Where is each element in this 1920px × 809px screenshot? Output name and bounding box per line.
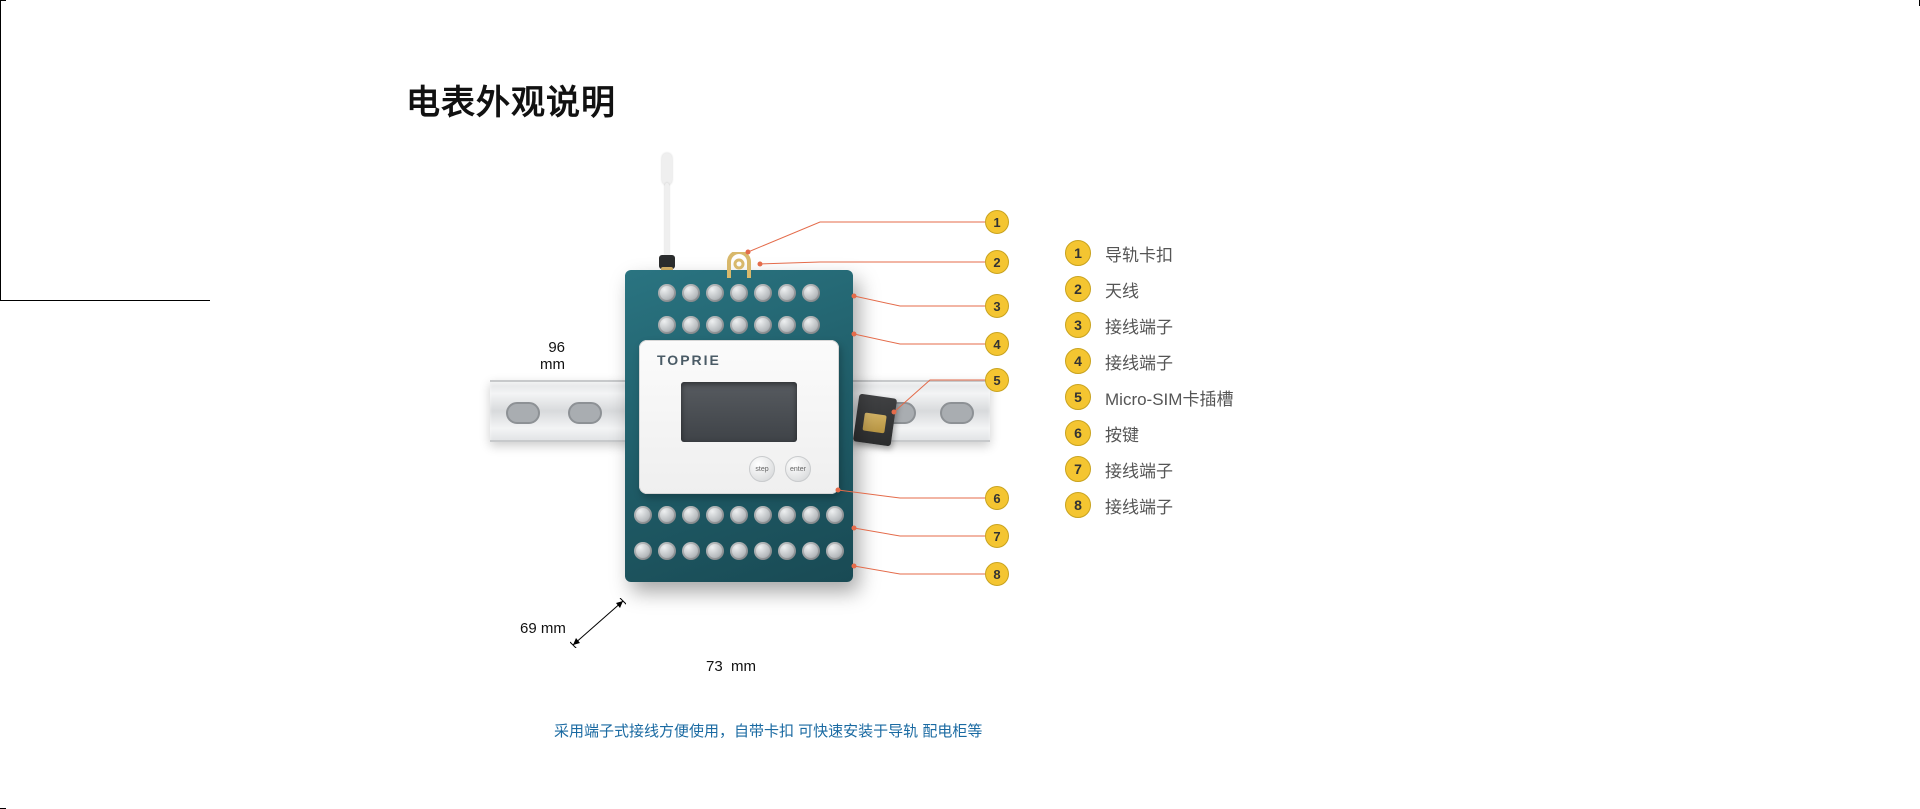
rail-clip — [725, 252, 753, 278]
device-face: TOPRIE step enter — [639, 340, 839, 494]
callout-marker-8: 8 — [985, 562, 1009, 586]
legend-marker-8: 8 — [1065, 492, 1091, 518]
legend-label-3: 接线端子 — [1105, 313, 1173, 338]
legend-row-8: 8 接线端子 — [1065, 492, 1233, 518]
legend-row-3: 3 接线端子 — [1065, 312, 1233, 338]
legend-marker-7: 7 — [1065, 456, 1091, 482]
terminal-row-2 — [625, 316, 853, 334]
legend-row-5: 5 Micro-SIM卡插槽 — [1065, 384, 1233, 410]
legend-marker-5: 5 — [1065, 384, 1091, 410]
legend-label-6: 按键 — [1105, 421, 1139, 446]
legend-row-2: 2 天线 — [1065, 276, 1233, 302]
legend-label-2: 天线 — [1105, 277, 1139, 302]
legend-label-8: 接线端子 — [1105, 493, 1173, 518]
sim-card — [853, 394, 897, 447]
legend-row-1: 1 导轨卡扣 — [1065, 240, 1233, 266]
callout-marker-5: 5 — [985, 368, 1009, 392]
step-button[interactable]: step — [749, 456, 775, 482]
page-title: 电表外观说明 — [406, 75, 616, 124]
dim-label-height: 96mm — [540, 340, 565, 373]
legend-label-5: Micro-SIM卡插槽 — [1105, 385, 1233, 410]
dim-line-depth — [570, 598, 626, 648]
callout-marker-6: 6 — [985, 486, 1009, 510]
callout-marker-2: 2 — [985, 250, 1009, 274]
dim-label-width: 73 mm — [706, 658, 756, 675]
legend-row-6: 6 按键 — [1065, 420, 1233, 446]
terminal-row-1 — [625, 284, 853, 302]
device-body: TOPRIE step enter — [625, 270, 853, 582]
legend-row-7: 7 接线端子 — [1065, 456, 1233, 482]
legend: 1导轨卡扣2天线3接线端子4接线端子5Micro-SIM卡插槽6按键7接线端子8… — [1065, 240, 1233, 528]
legend-marker-3: 3 — [1065, 312, 1091, 338]
callout-marker-4: 4 — [985, 332, 1009, 356]
callout-marker-3: 3 — [985, 294, 1009, 318]
dim-line-width — [0, 300, 210, 301]
lcd-screen — [681, 382, 797, 442]
legend-marker-1: 1 — [1065, 240, 1091, 266]
caption: 采用端子式接线方便使用，自带卡扣 可快速安装于导轨 配电柜等 — [554, 720, 982, 741]
legend-marker-4: 4 — [1065, 348, 1091, 374]
terminal-row-4 — [625, 542, 853, 560]
callout-marker-1: 1 — [985, 210, 1009, 234]
legend-marker-2: 2 — [1065, 276, 1091, 302]
dim-line-height — [0, 0, 1, 300]
legend-row-4: 4 接线端子 — [1065, 348, 1233, 374]
legend-label-1: 导轨卡扣 — [1105, 241, 1173, 266]
brand-label: TOPRIE — [657, 352, 721, 368]
callout-marker-7: 7 — [985, 524, 1009, 548]
legend-label-4: 接线端子 — [1105, 349, 1173, 374]
dim-label-depth: 69 mm — [520, 620, 566, 637]
legend-label-7: 接线端子 — [1105, 457, 1173, 482]
enter-button[interactable]: enter — [785, 456, 811, 482]
terminal-row-3 — [625, 506, 853, 524]
legend-marker-6: 6 — [1065, 420, 1091, 446]
